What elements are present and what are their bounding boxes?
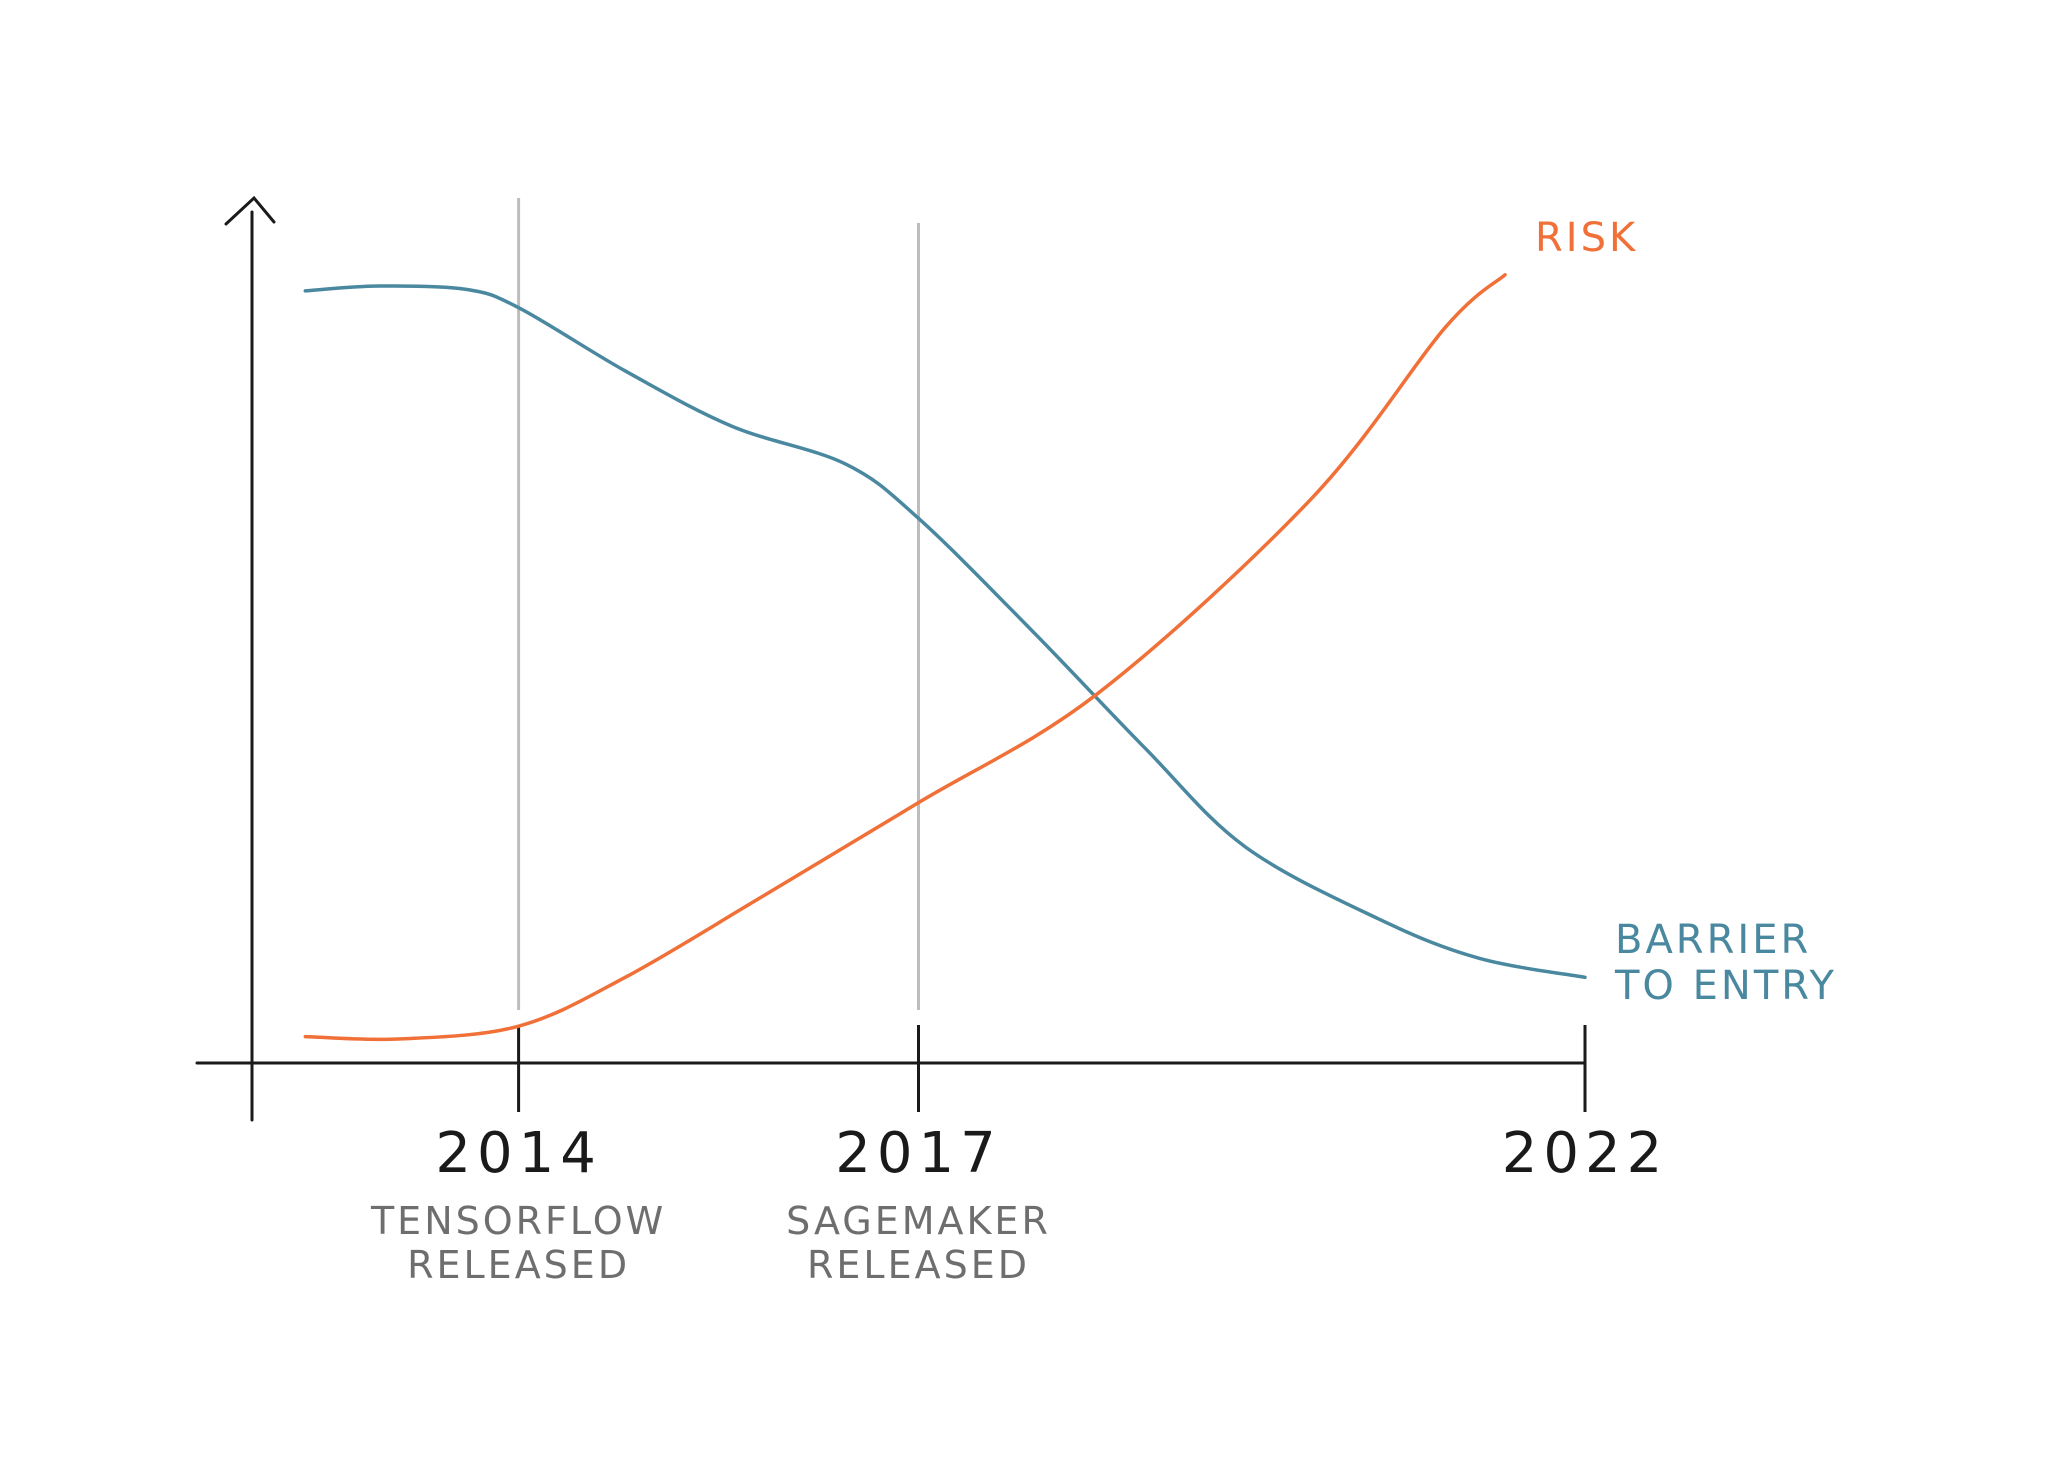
x-tick-label: 2022 [1502,1121,1669,1186]
x-tick-label: 2014 [435,1121,602,1186]
y-axis-arrow [224,195,276,226]
event-label: SAGEMAKER RELEASED [786,1199,1051,1287]
line [303,284,1587,980]
line [303,273,1507,1042]
series-label: RISK [1535,214,1639,261]
event-label: TENSORFLOW RELEASED [370,1199,667,1287]
series-label: BARRIER TO ENTRY [1615,917,1837,1010]
x-tick-label: 2017 [835,1121,1002,1186]
